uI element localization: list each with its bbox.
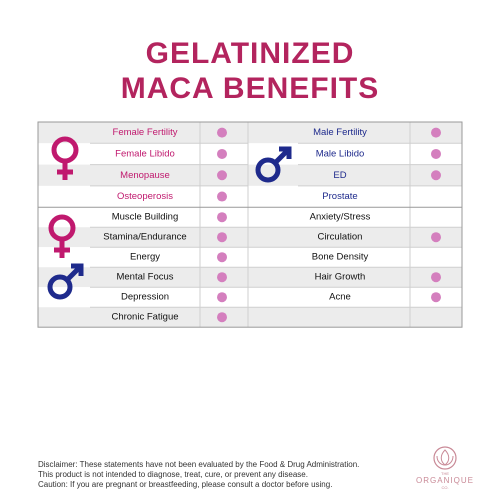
male-symbol <box>47 263 84 300</box>
benefit-label: Muscle Building <box>112 212 179 223</box>
benefit-dot <box>217 292 227 303</box>
logo-small: CO. <box>441 485 448 490</box>
benefit-label: Male Libido <box>316 148 365 159</box>
benefit-label: Female Libido <box>115 148 175 159</box>
row-bg <box>38 143 462 165</box>
benefit-label: Circulation <box>318 232 363 243</box>
row-bg <box>38 185 462 208</box>
benefit-dot <box>217 212 227 223</box>
benefit-table: Female Fertility Female Libido Menopause Os… <box>37 121 463 328</box>
male-symbol <box>255 146 292 183</box>
female-symbol <box>51 136 79 180</box>
benefit-dot <box>217 272 227 283</box>
benefit-dot <box>217 232 227 243</box>
disclaimer-line: Disclaimer: These statements have not be… <box>38 460 359 469</box>
benefit-dot <box>217 191 227 202</box>
female-symbol <box>48 214 76 258</box>
benefit-dot <box>431 292 441 303</box>
benefit-dot <box>431 170 441 181</box>
row-bg <box>38 227 462 248</box>
benefit-label: Osteoperosis <box>117 191 173 202</box>
benefit-dot <box>217 252 227 263</box>
row-bg <box>38 307 462 328</box>
benefit-label: Acne <box>329 292 351 303</box>
benefit-label: Female Fertility <box>113 127 178 138</box>
benefit-dot <box>217 170 227 181</box>
row-bg <box>38 287 462 308</box>
benefit-label: Anxiety/Stress <box>310 212 371 223</box>
benefit-label: Depression <box>121 292 169 303</box>
benefit-label: Hair Growth <box>315 272 366 283</box>
benefit-dot <box>431 127 441 138</box>
title-line: MACA BENEFITS <box>121 72 380 105</box>
benefit-label: Bone Density <box>312 252 369 263</box>
benefit-dot <box>217 148 227 159</box>
logo: THE ORGANIQUE CO. <box>416 446 474 490</box>
logo-name: ORGANIQUE <box>416 476 474 485</box>
benefit-label: Chronic Fatigue <box>111 312 178 323</box>
benefit-label: Stamina/Endurance <box>103 232 186 243</box>
table-border <box>37 121 463 328</box>
benefit-dot <box>431 272 441 283</box>
disclaimer-line: This product is not intended to diagnose… <box>38 470 308 479</box>
disclaimer-line: Caution: If you are pregnant or breastfe… <box>38 480 332 489</box>
benefit-dot <box>431 232 441 243</box>
row-bg <box>38 247 462 268</box>
title-line: GELATINIZED <box>146 37 355 70</box>
benefit-label: Male Fertility <box>313 127 367 138</box>
benefit-label: Mental Focus <box>116 272 173 283</box>
row-bg <box>38 164 462 186</box>
row-bg <box>38 122 462 144</box>
benefit-label: ED <box>333 170 346 181</box>
benefit-dot <box>217 127 227 138</box>
row-bg <box>38 267 462 288</box>
benefit-label: Menopause <box>120 170 170 181</box>
benefit-dot <box>431 148 441 159</box>
row-bg <box>38 207 462 228</box>
logo-small: THE <box>441 471 449 476</box>
benefit-label: Energy <box>130 252 160 263</box>
benefit-label: Prostate <box>322 191 357 202</box>
benefit-dot <box>217 312 227 323</box>
